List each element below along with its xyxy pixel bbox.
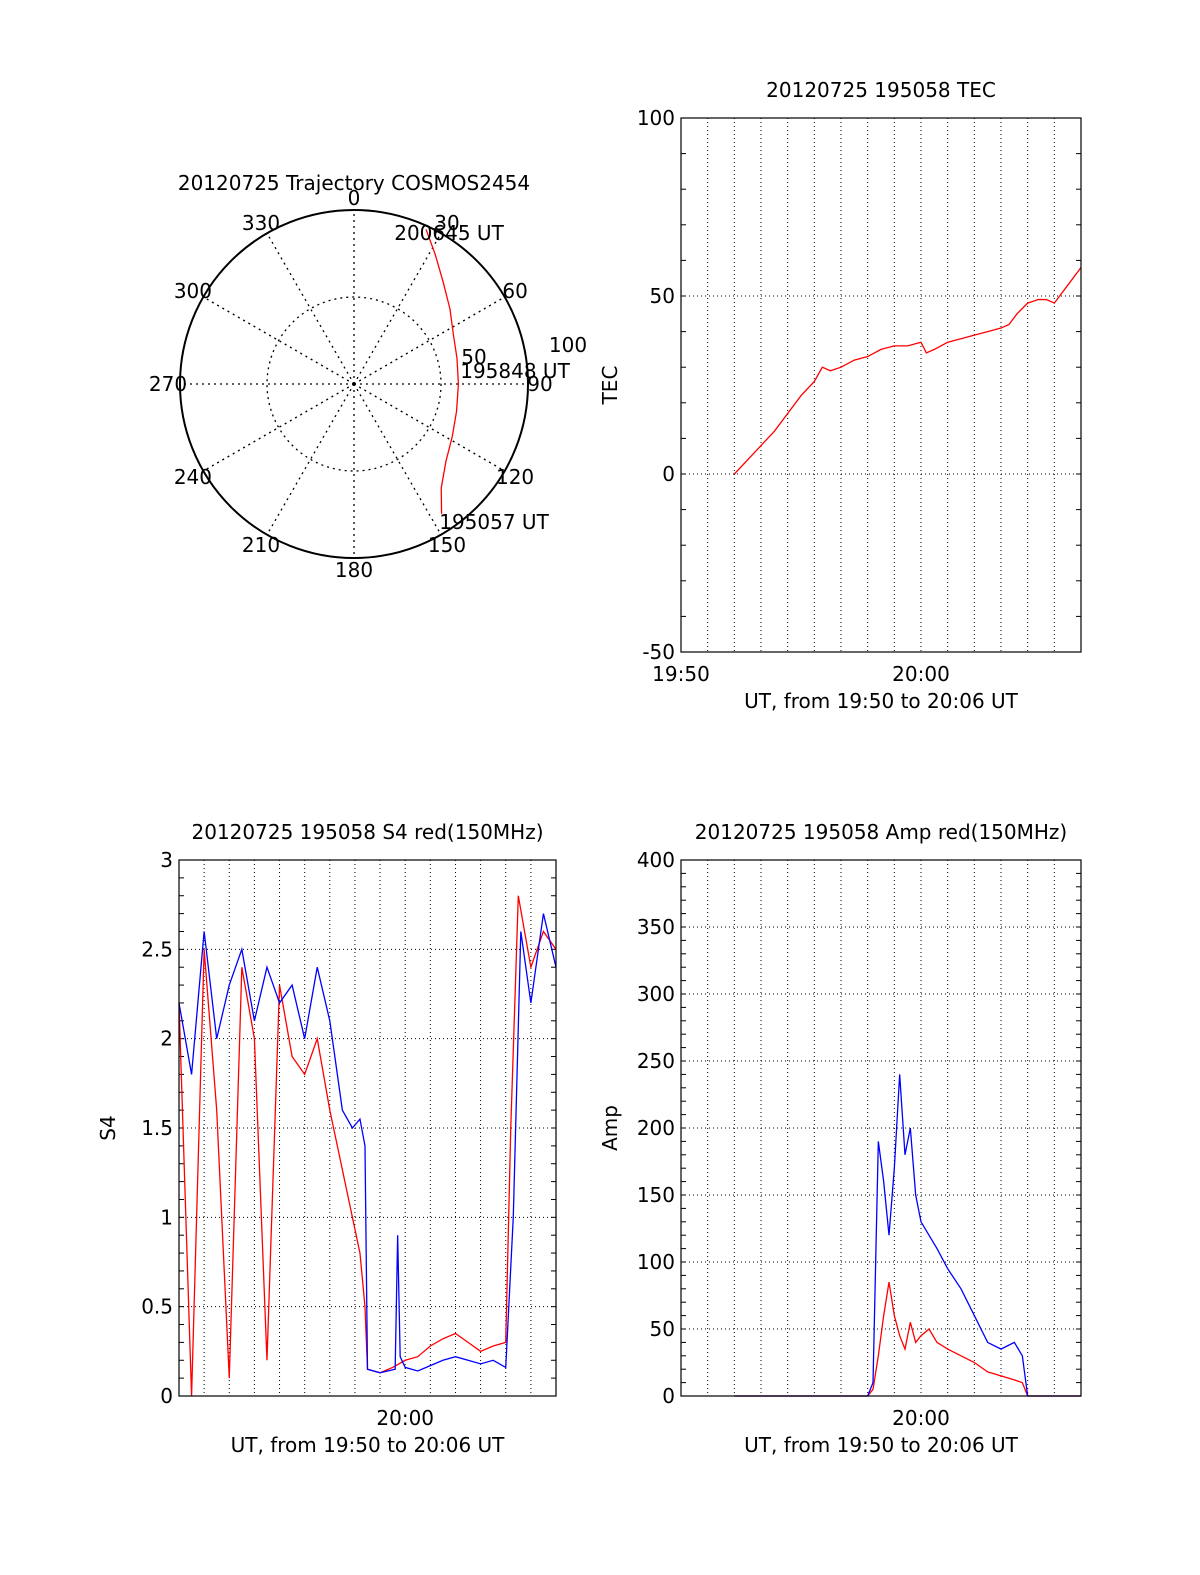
plot-frame	[680, 859, 1082, 1397]
y-tick-label: -50	[642, 640, 675, 664]
x-tick-label: 20:00	[376, 1406, 434, 1430]
y-tick-label: 150	[637, 1183, 675, 1207]
polar-outer-ring	[179, 209, 529, 559]
y-tick-label: 3	[160, 848, 173, 872]
y-tick-label: 100	[637, 106, 675, 130]
angle-label: 210	[242, 533, 280, 557]
plot-frame	[680, 117, 1082, 653]
y-axis-label: TEC	[598, 366, 622, 406]
y-tick-label: 0	[662, 462, 675, 486]
y-tick-label: 2	[160, 1027, 173, 1051]
y-tick-label: 350	[637, 915, 675, 939]
series-line-0	[178, 895, 557, 1397]
polar-spoke	[202, 383, 355, 472]
polar-spoke	[353, 296, 506, 385]
angle-label: 330	[242, 211, 280, 235]
radial-label: 50	[461, 345, 486, 369]
polar-spoke	[266, 383, 355, 536]
plot-frame	[178, 859, 557, 1397]
trajectory-line	[425, 229, 460, 514]
angle-label: 270	[149, 372, 187, 396]
polar-spoke	[353, 383, 442, 536]
chart-title: 20120725 195058 TEC	[766, 78, 996, 102]
y-axis-label: Amp	[598, 1105, 622, 1151]
mid-time-label: 195848 UT	[460, 359, 570, 383]
polar-spoke	[202, 296, 355, 385]
y-tick-label: 100	[637, 1250, 675, 1274]
y-tick-label: 50	[650, 1317, 675, 1341]
x-tick-label: 20:00	[892, 1406, 950, 1430]
angle-label: 300	[174, 279, 212, 303]
y-tick-label: 2.5	[141, 937, 173, 961]
series-line-1	[178, 913, 557, 1374]
y-tick-label: 50	[650, 284, 675, 308]
x-axis-label: UT, from 19:50 to 20:06 UT	[744, 1433, 1019, 1457]
y-tick-label: 1.5	[141, 1116, 173, 1140]
y-tick-label: 0	[160, 1384, 173, 1408]
y-axis-label: S4	[96, 1115, 120, 1140]
x-tick-label: 19:50	[652, 662, 710, 686]
chart-title: 20120725 195058 Amp red(150MHz)	[695, 820, 1067, 844]
x-tick-label: 20:00	[892, 662, 950, 686]
radial-label: 100	[549, 333, 587, 357]
y-tick-label: 400	[637, 848, 675, 872]
y-tick-label: 250	[637, 1049, 675, 1073]
start-time-label: 195057 UT	[439, 510, 549, 534]
polar-spoke	[353, 383, 506, 472]
polar-spoke	[266, 232, 355, 385]
angle-label: 240	[174, 465, 212, 489]
series-line-0	[734, 1281, 1081, 1397]
x-axis-label: UT, from 19:50 to 20:06 UT	[744, 689, 1019, 713]
y-tick-label: 0	[662, 1384, 675, 1408]
angle-label: 30	[434, 211, 459, 235]
angle-label: 120	[496, 465, 534, 489]
angle-label: 90	[527, 372, 552, 396]
polar-inner-ring	[266, 296, 442, 472]
polar-chart	[179, 209, 529, 559]
y-tick-label: 1	[160, 1205, 173, 1229]
x-axis-label: UT, from 19:50 to 20:06 UT	[231, 1433, 506, 1457]
tec-chart	[680, 117, 1082, 653]
y-tick-label: 200	[637, 1116, 675, 1140]
y-tick-label: 300	[637, 982, 675, 1006]
chart-title: 20120725 Trajectory COSMOS2454	[178, 171, 530, 195]
s4-chart	[178, 859, 557, 1397]
polar-spoke	[353, 232, 442, 385]
chart-title: 20120725 195058 S4 red(150MHz)	[192, 820, 544, 844]
angle-label: 180	[335, 558, 373, 582]
angle-label: 150	[428, 533, 466, 557]
amp-chart	[680, 859, 1082, 1397]
series-line-1	[734, 1074, 1081, 1397]
angle-label: 0	[348, 186, 361, 210]
end-time-label: 200645 UT	[394, 221, 504, 245]
series-line-0	[733, 267, 1082, 475]
angle-label: 60	[502, 279, 527, 303]
y-tick-label: 0.5	[141, 1295, 173, 1319]
